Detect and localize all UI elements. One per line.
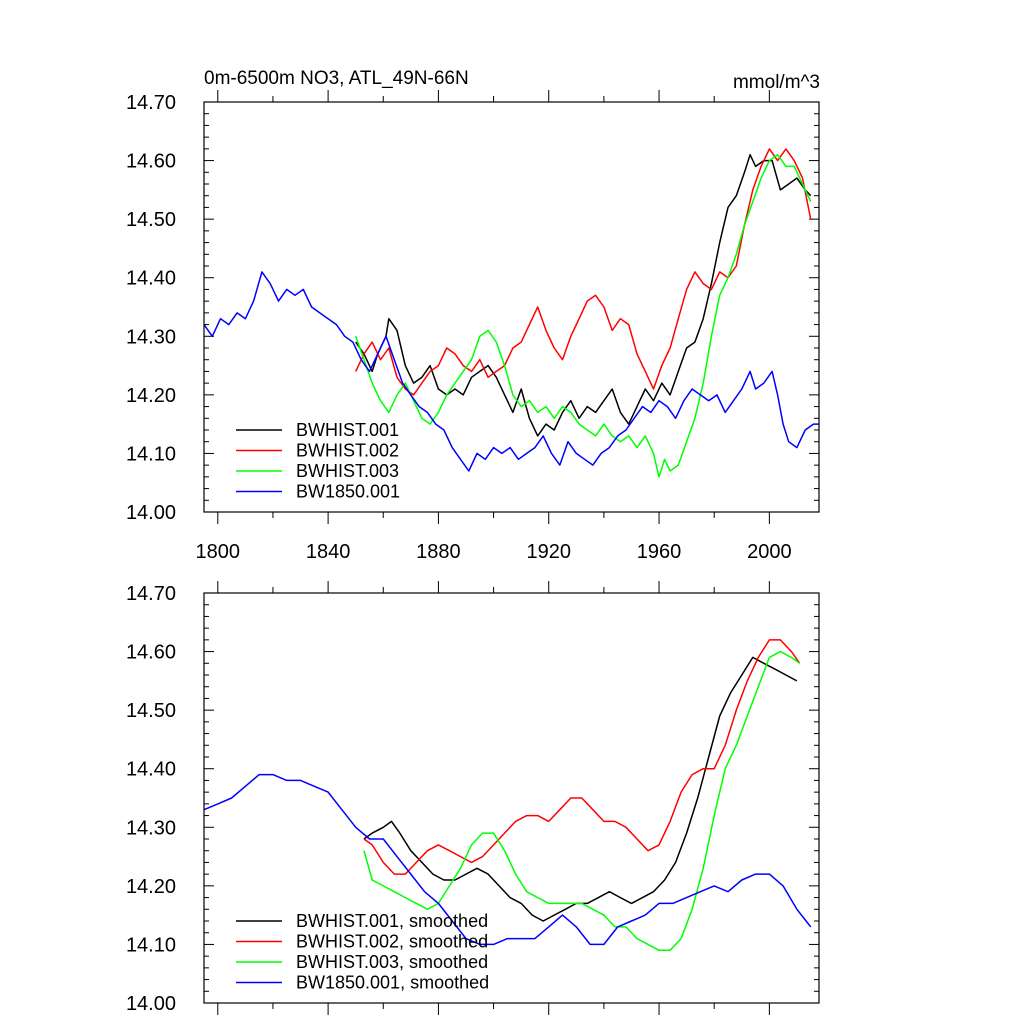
y-tick-label: 14.00 (126, 502, 176, 524)
y-tick-label: 14.10 (126, 443, 176, 465)
top-panel-title: 0m-6500m NO3, ATL_49N-66N (204, 68, 469, 89)
bottom-panel-series (203, 639, 812, 952)
top-panel-units: mmol/m^3 (733, 72, 820, 93)
x-tick-label: 1880 (416, 541, 461, 563)
y-tick-label: 14.20 (126, 385, 176, 407)
y-tick-label: 14.20 (126, 876, 176, 898)
x-tick-label: 2000 (747, 541, 792, 563)
legend-label: BW1850.001 (296, 482, 400, 502)
x-tick-label: 1800 (196, 541, 241, 563)
y-tick-label: 14.70 (126, 92, 176, 114)
top-panel-ticks: 14.00 14.10 14.20 14.30 14.40 14.50 14.60 14.70… (126, 90, 819, 563)
bottom-panel-ticks: 14.00 14.10 14.20 14.30 14.40 14.50 14.60 14.70 (126, 581, 819, 1015)
series-line-2 (363, 639, 801, 875)
series-line-1 (363, 656, 798, 922)
legend-label: BWHIST.001 (296, 420, 399, 440)
x-tick-label: 1840 (306, 541, 351, 563)
y-tick-label: 14.70 (126, 583, 176, 605)
series-line-3 (354, 153, 812, 478)
legend-label: BWHIST.003, smoothed (296, 952, 488, 972)
legend-label: BWHIST.002 (296, 441, 399, 461)
legend-label: BW1850.001, smoothed (296, 973, 489, 993)
top-panel-frame (203, 101, 820, 513)
y-tick-label: 14.10 (126, 934, 176, 956)
bottom-panel-frame (203, 592, 820, 1004)
top-panel-series (203, 148, 819, 478)
legend-label: BWHIST.003 (296, 461, 399, 481)
series-line-2 (355, 148, 812, 396)
series-line-1 (355, 153, 812, 437)
y-tick-label: 14.00 (126, 993, 176, 1015)
y-tick-label: 14.60 (126, 151, 176, 173)
series-line-4 (203, 271, 819, 472)
series-line-4 (203, 773, 812, 946)
y-tick-label: 14.30 (126, 326, 176, 348)
y-tick-label: 14.50 (126, 209, 176, 231)
y-tick-label: 14.50 (126, 700, 176, 722)
y-tick-label: 14.40 (126, 759, 176, 781)
bottom-panel: 14.00 14.10 14.20 14.30 14.40 14.50 14.60 14.70… (126, 581, 820, 1015)
y-tick-label: 14.30 (126, 817, 176, 839)
series-line-3 (363, 650, 801, 952)
legend-label: BWHIST.002, smoothed (296, 932, 488, 952)
y-tick-label: 14.60 (126, 642, 176, 664)
legend-label: BWHIST.001, smoothed (296, 911, 488, 931)
x-tick-label: 1960 (637, 541, 682, 563)
x-tick-label: 1920 (526, 541, 571, 563)
top-panel: 0m-6500m NO3, ATL_49N-66N mmol/m^3 14.00… (126, 68, 820, 563)
y-tick-label: 14.40 (126, 268, 176, 290)
